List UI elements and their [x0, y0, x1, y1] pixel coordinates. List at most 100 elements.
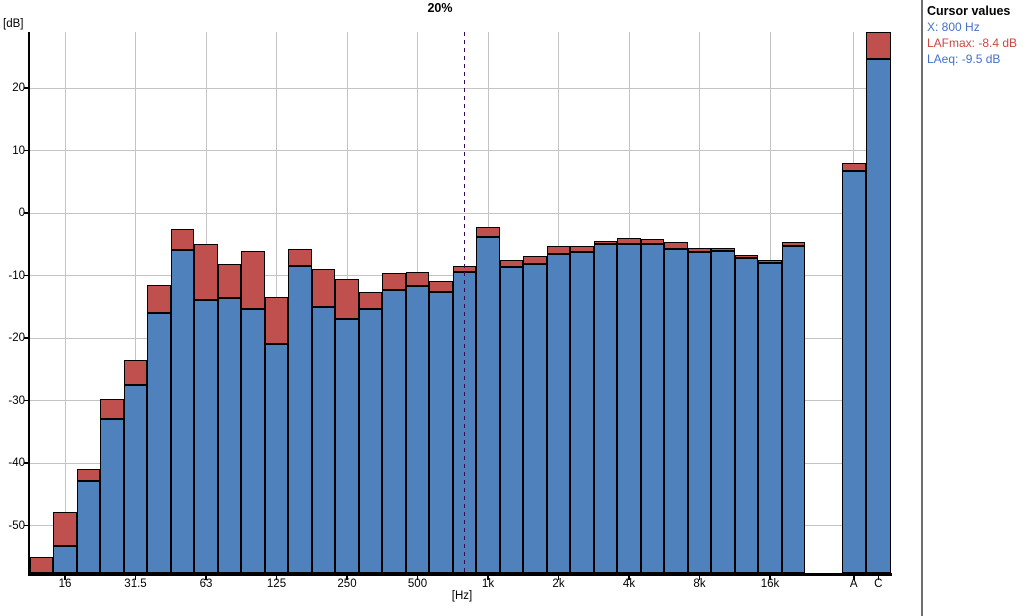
bar-lafmax-500[interactable]	[405, 271, 430, 286]
bar-laeq-500[interactable]	[405, 285, 430, 573]
spectrum-plot-area[interactable]: 20 10 0 -10 -20 -30 -40 -50 16 31.5 63 125 250 500 1k 2…	[0, 0, 921, 616]
bar-laeq-3.15k[interactable]	[593, 244, 618, 573]
x-axis-line	[28, 573, 892, 576]
bar-lafmax-31.5[interactable]	[123, 359, 148, 385]
bar-lafmax-315[interactable]	[358, 292, 383, 309]
bar-lafmax-10k[interactable]	[711, 248, 735, 252]
bar-laeq-1.6k[interactable]	[523, 263, 547, 573]
bar-lafmax-12.5k[interactable]	[734, 254, 759, 258]
bar-lafmax-C[interactable]	[866, 32, 891, 59]
bar-lafmax-125[interactable]	[264, 297, 289, 344]
bar-laeq-20k[interactable]	[781, 246, 806, 573]
horizontal-gridline	[29, 150, 891, 151]
bar-lafmax-1.25k[interactable]	[499, 259, 524, 268]
bar-laeq-2.5k[interactable]	[570, 252, 594, 573]
bar-laeq-200[interactable]	[311, 307, 336, 573]
bar-lafmax-25[interactable]	[100, 398, 124, 420]
bar-laeq-63[interactable]	[194, 299, 218, 573]
x-axis-tickmark	[64, 575, 66, 580]
y-axis-tickmark	[24, 337, 29, 339]
x-axis-tickmark	[877, 575, 879, 580]
vertical-gridline	[64, 32, 66, 573]
bar-lafmax-20[interactable]	[76, 468, 101, 481]
bar-lafmax-6.3k[interactable]	[664, 242, 688, 249]
bar-laeq-16k[interactable]	[758, 263, 782, 573]
bar-lafmax-40[interactable]	[147, 284, 171, 313]
bar-laeq-80[interactable]	[217, 298, 242, 573]
y-axis-tickmark	[24, 274, 29, 277]
x-axis-tickmark	[416, 575, 419, 580]
bar-lafmax-16[interactable]	[53, 512, 77, 546]
bar-laeq-8k[interactable]	[687, 252, 712, 573]
x-axis-tick-label: 8k	[693, 578, 706, 590]
x-axis-tickmark	[275, 575, 278, 580]
bar-laeq-50[interactable]	[170, 249, 195, 573]
bar-lafmax-12.5[interactable]	[29, 556, 54, 573]
bar-lafmax-200[interactable]	[311, 269, 336, 308]
frequency-cursor-line[interactable]	[463, 32, 466, 573]
bar-lafmax-630[interactable]	[429, 280, 453, 292]
x-axis-tick-label: 16k	[760, 578, 780, 590]
bar-lafmax-2k[interactable]	[546, 245, 571, 254]
bar-lafmax-1k[interactable]	[476, 226, 500, 237]
bar-laeq-315[interactable]	[358, 308, 383, 573]
x-axis-tickmark	[698, 575, 701, 580]
cursor-values-panel: Cursor values X: 800 Hz LAFmax: -8.4 dB …	[927, 3, 1025, 67]
bar-laeq-1k[interactable]	[476, 236, 500, 573]
bar-lafmax-400[interactable]	[382, 273, 406, 290]
cursor-x-readout: X: 800 Hz	[927, 20, 980, 34]
bar-laeq-160[interactable]	[288, 265, 312, 573]
bar-laeq-31.5[interactable]	[123, 384, 148, 573]
bar-lafmax-5k[interactable]	[640, 239, 665, 245]
bar-lafmax-50[interactable]	[170, 229, 195, 250]
bar-laeq-6.3k[interactable]	[664, 248, 688, 573]
x-axis-tickmark	[205, 575, 207, 580]
bar-lafmax-20k[interactable]	[781, 241, 806, 247]
bar-lafmax-4k[interactable]	[617, 238, 641, 244]
y-axis-tick-label: -50	[8, 519, 25, 532]
y-axis-tickmark	[24, 212, 29, 214]
bar-lafmax-80[interactable]	[217, 263, 242, 298]
bar-laeq-1.25k[interactable]	[499, 267, 524, 573]
x-axis-tickmark	[134, 575, 137, 580]
bar-laeq-16[interactable]	[53, 545, 77, 573]
y-axis-tickmark	[24, 87, 29, 89]
bar-laeq-12.5k[interactable]	[734, 258, 759, 573]
x-axis-tick-label: A	[849, 578, 858, 590]
bar-lafmax-2.5k[interactable]	[570, 246, 594, 253]
y-axis-tickmark	[24, 149, 29, 152]
horizontal-gridline	[29, 212, 891, 214]
bar-laeq-A[interactable]	[841, 170, 866, 573]
bar-laeq-C[interactable]	[866, 58, 891, 573]
cursor-laeq-readout: LAeq: -9.5 dB	[927, 52, 1001, 66]
bar-laeq-400[interactable]	[382, 289, 406, 573]
bar-lafmax-A[interactable]	[841, 163, 866, 171]
bar-laeq-40[interactable]	[147, 313, 171, 573]
bar-laeq-4k[interactable]	[617, 243, 641, 573]
bar-lafmax-1.6k[interactable]	[523, 255, 547, 264]
bar-lafmax-8k[interactable]	[687, 248, 712, 253]
bar-laeq-125[interactable]	[264, 343, 289, 573]
vertical-gridline	[135, 32, 136, 573]
bar-lafmax-63[interactable]	[194, 244, 218, 300]
bar-lafmax-100[interactable]	[241, 250, 265, 309]
bar-laeq-25[interactable]	[100, 419, 124, 573]
y-axis-tick-label: -20	[8, 332, 25, 344]
bar-lafmax-16k[interactable]	[758, 259, 782, 263]
cursor-panel-title: Cursor values	[927, 4, 1011, 18]
y-axis-tick-label: 0	[18, 207, 25, 219]
bar-lafmax-160[interactable]	[288, 248, 312, 266]
y-axis-tick-label: 20	[12, 82, 25, 94]
bar-laeq-100[interactable]	[241, 308, 265, 573]
y-axis-unit-label: [dB]	[3, 18, 24, 30]
bar-lafmax-250[interactable]	[335, 278, 359, 320]
bar-laeq-10k[interactable]	[711, 251, 735, 573]
bar-laeq-20[interactable]	[76, 480, 101, 573]
y-axis-tick-label: -30	[8, 394, 25, 407]
x-axis-tick-label: 31.5	[124, 578, 147, 590]
bar-laeq-630[interactable]	[429, 291, 453, 573]
bar-laeq-2k[interactable]	[546, 253, 571, 573]
bar-laeq-5k[interactable]	[640, 244, 665, 573]
bar-laeq-250[interactable]	[335, 319, 359, 573]
bar-lafmax-3.15k[interactable]	[593, 240, 618, 245]
